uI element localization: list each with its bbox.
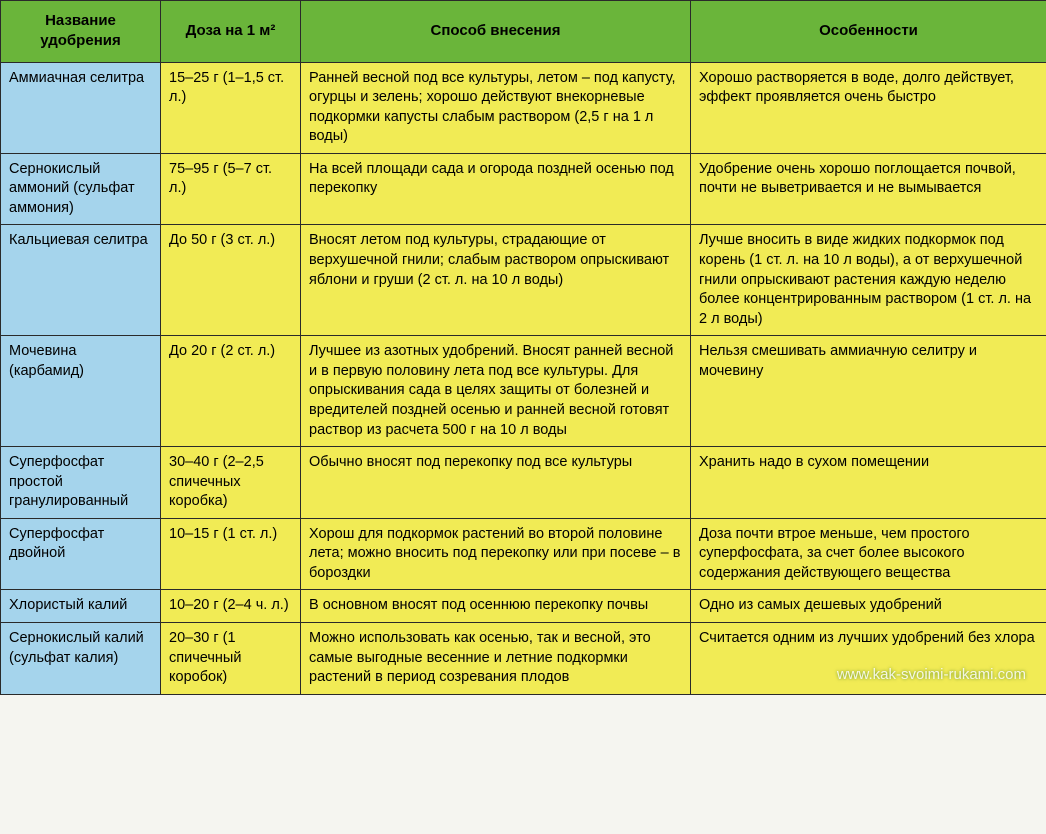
cell-notes: Удобрение очень хорошо поглощается почво… bbox=[691, 153, 1046, 225]
cell-dose: 15–25 г (1–1,5 ст. л.) bbox=[161, 62, 301, 153]
cell-dose: 75–95 г (5–7 ст. л.) bbox=[161, 153, 301, 225]
cell-method: Вносят летом под культуры, страдающие от… bbox=[301, 225, 691, 336]
cell-dose: До 50 г (3 ст. л.) bbox=[161, 225, 301, 336]
table-row: Хлористый калий10–20 г (2–4 ч. л.)В осно… bbox=[1, 590, 1046, 623]
cell-method: Лучшее из азотных удобрений. Вносят ранн… bbox=[301, 336, 691, 447]
table-row: Суперфосфат двойной10–15 г (1 ст. л.)Хор… bbox=[1, 518, 1046, 590]
table-body: Аммиачная селитра15–25 г (1–1,5 ст. л.)Р… bbox=[1, 62, 1046, 694]
cell-method: Ранней весной под все культуры, летом – … bbox=[301, 62, 691, 153]
table-row: Аммиачная селитра15–25 г (1–1,5 ст. л.)Р… bbox=[1, 62, 1046, 153]
fertilizer-table: Название удобрения Доза на 1 м² Способ в… bbox=[0, 0, 1046, 695]
cell-name: Мочевина (карбамид) bbox=[1, 336, 161, 447]
col-header-method: Способ внесения bbox=[301, 1, 691, 63]
cell-notes: Доза почти втрое меньше, чем простого су… bbox=[691, 518, 1046, 590]
table-row: Кальциевая селитраДо 50 г (3 ст. л.)Внос… bbox=[1, 225, 1046, 336]
cell-name: Аммиачная селитра bbox=[1, 62, 161, 153]
cell-notes: Хранить надо в сухом помещении bbox=[691, 447, 1046, 519]
cell-dose: До 20 г (2 ст. л.) bbox=[161, 336, 301, 447]
cell-notes: Нельзя смешивать аммиачную селитру и моч… bbox=[691, 336, 1046, 447]
header-row: Название удобрения Доза на 1 м² Способ в… bbox=[1, 1, 1046, 63]
cell-name: Сернокислый аммоний (сульфат аммония) bbox=[1, 153, 161, 225]
cell-method: Хорош для подкормок растений во второй п… bbox=[301, 518, 691, 590]
cell-name: Кальциевая селитра bbox=[1, 225, 161, 336]
table-row: Сернокислый калий (сульфат калия)20–30 г… bbox=[1, 623, 1046, 695]
cell-name: Сернокислый калий (сульфат калия) bbox=[1, 623, 161, 695]
cell-method: На всей площади сада и огорода поздней о… bbox=[301, 153, 691, 225]
cell-name: Суперфосфат двойной bbox=[1, 518, 161, 590]
cell-name: Суперфосфат простой гранулированный bbox=[1, 447, 161, 519]
cell-method: Можно использовать как осенью, так и вес… bbox=[301, 623, 691, 695]
cell-dose: 30–40 г (2–2,5 спичечных коробка) bbox=[161, 447, 301, 519]
cell-dose: 10–20 г (2–4 ч. л.) bbox=[161, 590, 301, 623]
cell-method: В основном вносят под осеннюю перекопку … bbox=[301, 590, 691, 623]
cell-name: Хлористый калий bbox=[1, 590, 161, 623]
col-header-name: Название удобрения bbox=[1, 1, 161, 63]
table-row: Суперфосфат простой гранулированный30–40… bbox=[1, 447, 1046, 519]
cell-notes: Считается одним из лучших удобрений без … bbox=[691, 623, 1046, 695]
col-header-notes: Особенности bbox=[691, 1, 1046, 63]
cell-dose: 20–30 г (1 спичечный коробок) bbox=[161, 623, 301, 695]
cell-notes: Хорошо растворяется в воде, долго действ… bbox=[691, 62, 1046, 153]
cell-notes: Одно из самых дешевых удобрений bbox=[691, 590, 1046, 623]
col-header-dose: Доза на 1 м² bbox=[161, 1, 301, 63]
cell-dose: 10–15 г (1 ст. л.) bbox=[161, 518, 301, 590]
cell-method: Обычно вносят под перекопку под все куль… bbox=[301, 447, 691, 519]
table-row: Мочевина (карбамид)До 20 г (2 ст. л.)Луч… bbox=[1, 336, 1046, 447]
table-row: Сернокислый аммоний (сульфат аммония)75–… bbox=[1, 153, 1046, 225]
cell-notes: Лучше вносить в виде жидких подкормок по… bbox=[691, 225, 1046, 336]
